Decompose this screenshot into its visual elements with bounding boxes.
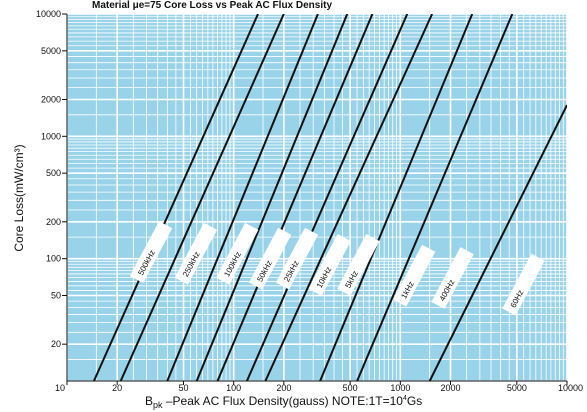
y-tick-label: 200	[46, 217, 61, 227]
x-tick-label: 10	[55, 383, 65, 393]
curve-label-box	[174, 222, 218, 285]
series-line-50kHz	[195, 14, 349, 381]
curve-label-box	[249, 227, 292, 290]
y-tick-label: 1000	[41, 131, 61, 141]
y-tick-label: 2000	[41, 95, 61, 105]
x-axis-title-rest: –Peak AC Flux Density(gauss) NOTE:1T=10	[163, 394, 404, 408]
series-line-100kHz	[166, 14, 319, 381]
x-axis-title-sup: 4	[403, 395, 407, 402]
x-axis-title: Bpk –Peak AC Flux Density(gauss) NOTE:1T…	[145, 394, 422, 410]
curve-label-box	[393, 244, 436, 307]
series-line-250kHz	[119, 14, 285, 381]
y-axis-title: Core Loss(mW/cm³)	[12, 144, 26, 251]
curve-label-box	[216, 222, 259, 285]
curve-label-box	[129, 221, 173, 284]
y-tick-label: 500	[46, 168, 61, 178]
grid	[67, 14, 567, 381]
curve-label-box	[275, 227, 319, 290]
curve-label-box	[431, 247, 474, 309]
plot-background	[67, 14, 567, 381]
series-line-25kHz	[216, 14, 374, 381]
x-tick-label: 10000	[558, 383, 583, 393]
x-tick-label: 1000	[390, 383, 410, 393]
x-axis-title-main: B	[145, 394, 153, 408]
curve-label-5kHz: 5kHz	[337, 234, 380, 296]
x-tick-label: 20	[112, 383, 122, 393]
y-tick-label: 20	[51, 339, 61, 349]
y-ticks: 10000 5000 2000 1000 500 200 100 50 20	[36, 9, 67, 349]
x-axis-title-sub: pk	[153, 400, 163, 410]
axes	[66, 14, 567, 382]
x-tick-label: 50	[178, 383, 188, 393]
x-tick-label: 200	[276, 383, 291, 393]
curve-label-60Hz: 60Hz	[502, 253, 545, 316]
curve-label-1kHz: 1kHz	[393, 244, 436, 307]
curve-label-box	[308, 234, 351, 296]
chart-title: Material μe=75 Core Loss vs Peak AC Flux…	[92, 0, 332, 11]
series-line-10kHz	[245, 14, 409, 381]
x-tick-label: 500	[343, 383, 358, 393]
x-tick-label: 5000	[507, 383, 527, 393]
curve-label-box	[502, 253, 545, 316]
x-tick-label: 100	[226, 383, 241, 393]
series-line-500kHz	[92, 14, 259, 381]
series-line-1kHz	[319, 14, 474, 381]
y-tick-label: 10000	[36, 9, 61, 19]
x-axis-title-end: Gs	[407, 394, 422, 408]
y-tick-label: 50	[51, 290, 61, 300]
x-tick-label: 2000	[440, 383, 460, 393]
y-tick-label: 100	[46, 254, 61, 264]
y-tick-label: 5000	[41, 46, 61, 56]
series-line-5kHz	[264, 14, 434, 381]
series-line-400Hz	[356, 14, 514, 381]
x-ticks: 10 20 50 100 200 500 1000 2000 5000 10000	[55, 381, 583, 393]
curves	[92, 14, 567, 381]
series-line-60Hz	[428, 104, 567, 381]
curve-label-box	[337, 234, 380, 296]
curve-labels: 500kHz 250kHz 100kHz 50kHz 25kHz 10kHz 5kHz1kH…	[129, 221, 545, 316]
